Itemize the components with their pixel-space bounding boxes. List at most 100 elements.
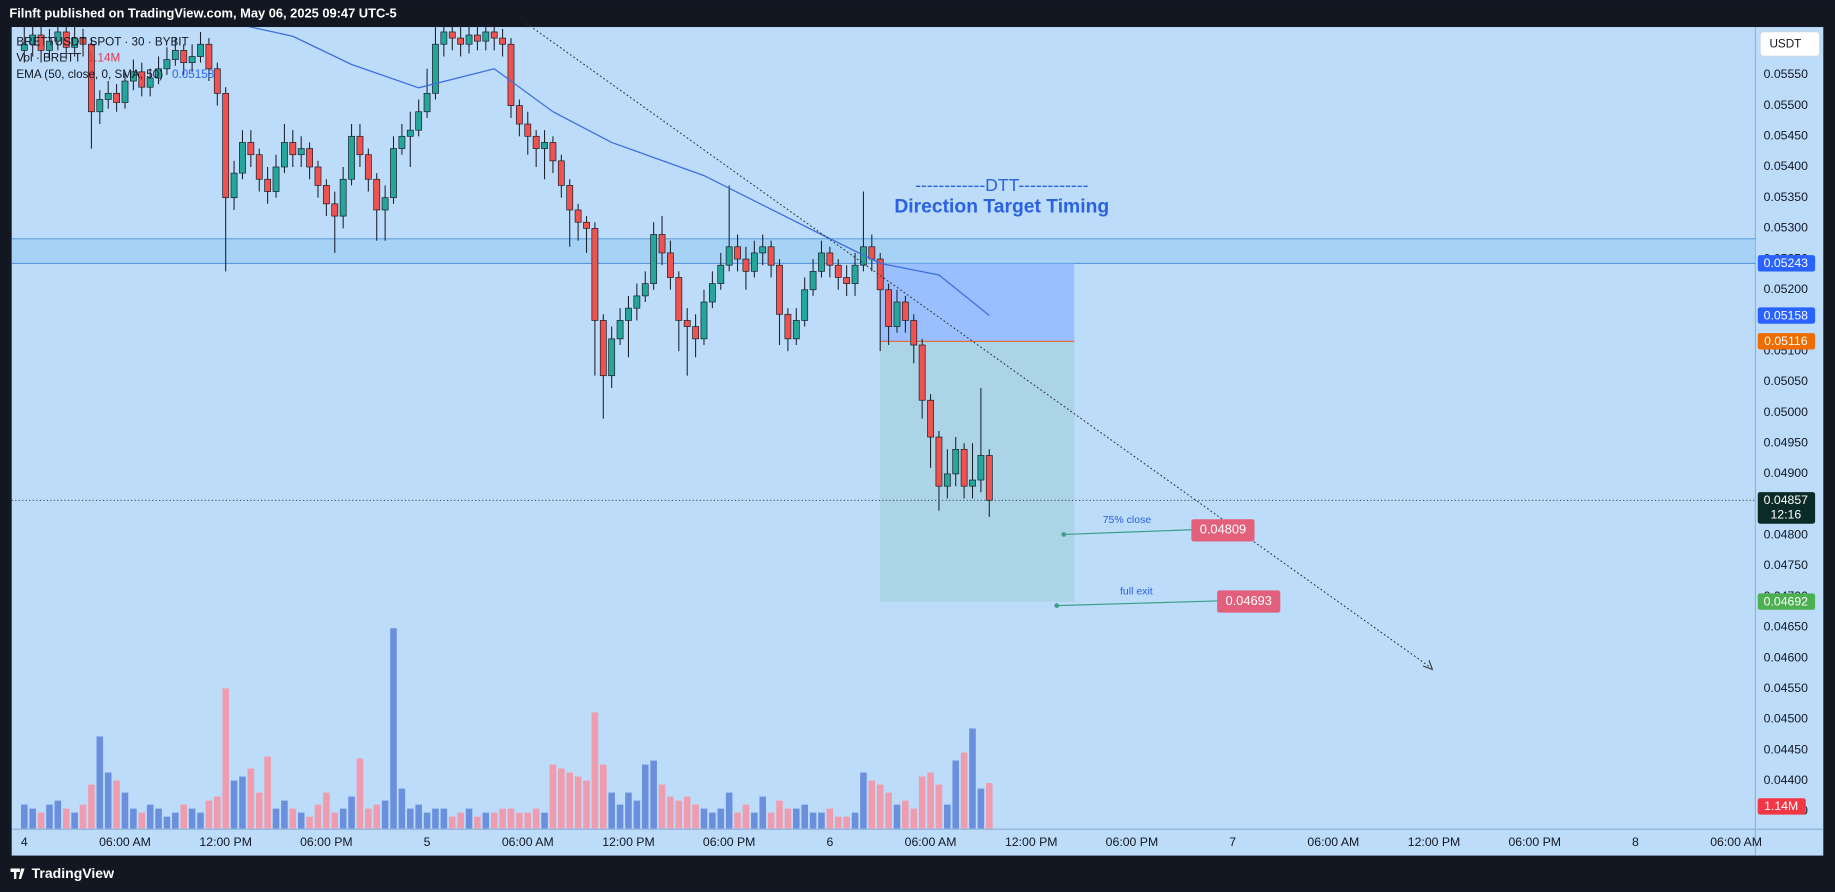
candle-body xyxy=(826,252,834,266)
candle-body xyxy=(885,289,892,327)
target-dot xyxy=(1054,603,1060,608)
volume-bar xyxy=(776,800,783,829)
volume-bar xyxy=(289,808,297,829)
candle-body xyxy=(465,34,473,45)
volume-bar xyxy=(608,792,615,829)
tv-logo xyxy=(10,868,25,880)
candle-body xyxy=(507,43,515,106)
candle-body xyxy=(29,34,37,45)
volume-bar xyxy=(121,792,129,829)
volume-bar xyxy=(893,804,901,829)
candle-body xyxy=(767,246,775,266)
currency-button[interactable] xyxy=(1759,31,1821,57)
volume-bar xyxy=(658,784,666,829)
price-label: 0.05243 xyxy=(1764,256,1809,270)
candle-body xyxy=(700,301,708,340)
logo-mark xyxy=(10,868,25,880)
volume-bar xyxy=(851,812,859,829)
volume-bar xyxy=(641,764,649,829)
volume-bar xyxy=(793,808,800,829)
volume-bar xyxy=(281,800,288,829)
candle-body xyxy=(599,320,607,377)
y-tick-label: 0.05050 xyxy=(1764,374,1809,388)
y-tick-label: 0.05550 xyxy=(1764,67,1809,81)
legend-ema-value: 0.05158 xyxy=(172,68,214,81)
candle-body xyxy=(742,258,750,272)
candle-body xyxy=(239,142,246,174)
candle-body xyxy=(205,43,213,70)
volume-bar xyxy=(725,792,733,829)
volume-bar xyxy=(524,812,532,829)
candle-body xyxy=(356,135,364,156)
candle-body xyxy=(734,246,741,260)
volume-bar xyxy=(742,804,750,829)
volume-bar xyxy=(373,804,381,829)
candle-body xyxy=(348,135,355,180)
volume-bar xyxy=(834,816,842,829)
price-label-bg xyxy=(1757,492,1816,524)
x-tick-label: 12:00 PM xyxy=(602,835,655,849)
y-tick-label: 0.04750 xyxy=(1764,558,1809,572)
x-tick-label: 06:00 AM xyxy=(1307,835,1359,849)
x-tick-label: 06:00 AM xyxy=(502,835,554,849)
x-tick-label: 12:00 PM xyxy=(1005,835,1058,849)
x-tick-label: 4 xyxy=(21,835,28,849)
candle-body xyxy=(499,37,506,45)
volume-bar xyxy=(952,760,960,829)
candle-body xyxy=(20,43,28,51)
x-tick-label: 7 xyxy=(1229,835,1236,849)
y-tick-label: 0.04900 xyxy=(1764,466,1809,480)
candle-body xyxy=(390,148,397,199)
candle-body xyxy=(658,234,666,254)
candle-body xyxy=(306,148,313,168)
volume-bar xyxy=(482,812,490,829)
x-tick-label: 8 xyxy=(1632,835,1639,849)
target-label: 0.04693 xyxy=(1225,593,1271,608)
x-tick-label: 06:00 PM xyxy=(703,835,756,849)
candle-body xyxy=(977,455,985,481)
volume-bar xyxy=(205,800,213,829)
volume-bar xyxy=(600,764,607,829)
y-tick-label: 0.04400 xyxy=(1764,773,1809,787)
volume-bar xyxy=(71,812,78,829)
candle-body xyxy=(373,178,381,211)
y-tick-label: 0.05000 xyxy=(1764,405,1809,419)
header: Filnft published on TradingView.com, May… xyxy=(9,6,396,21)
candle-body xyxy=(759,246,767,254)
currency[interactable]: USDT xyxy=(1769,38,1801,51)
candle-body xyxy=(314,166,322,186)
candle-body xyxy=(818,252,825,272)
volume-bar xyxy=(146,804,154,829)
y-tick-label: 0.04950 xyxy=(1764,435,1809,449)
candle-body xyxy=(583,221,590,229)
volume-bar xyxy=(423,812,431,829)
trend-line xyxy=(526,23,1431,668)
volume-bar xyxy=(960,752,968,829)
y-tick-label: 0.04550 xyxy=(1764,681,1809,695)
candle-body xyxy=(901,301,909,321)
candle-body xyxy=(423,92,431,113)
volume-bar xyxy=(272,808,280,829)
candle-body xyxy=(650,234,658,284)
candle-body xyxy=(297,148,305,156)
volume-bar xyxy=(155,808,162,829)
volume-bar xyxy=(709,812,716,829)
volume-bar xyxy=(977,788,985,829)
candle-body xyxy=(398,135,406,149)
candle-body xyxy=(71,37,79,48)
candle-body xyxy=(532,135,540,149)
target-box xyxy=(1217,590,1281,613)
candle-body xyxy=(927,399,934,438)
volume-bar xyxy=(801,804,808,829)
volume-bar xyxy=(902,800,909,829)
x-tick-label: 06:00 AM xyxy=(905,835,957,849)
target-box xyxy=(1191,519,1255,542)
volume-bar xyxy=(935,784,943,829)
volume-bar xyxy=(826,808,834,829)
candle-body xyxy=(482,31,490,42)
volume-bar xyxy=(574,776,582,829)
x-tick-label: 12:00 PM xyxy=(1408,835,1461,849)
volume-bar xyxy=(222,688,229,829)
volume-bar xyxy=(37,812,45,829)
y-tick-label: 0.05350 xyxy=(1764,190,1809,204)
